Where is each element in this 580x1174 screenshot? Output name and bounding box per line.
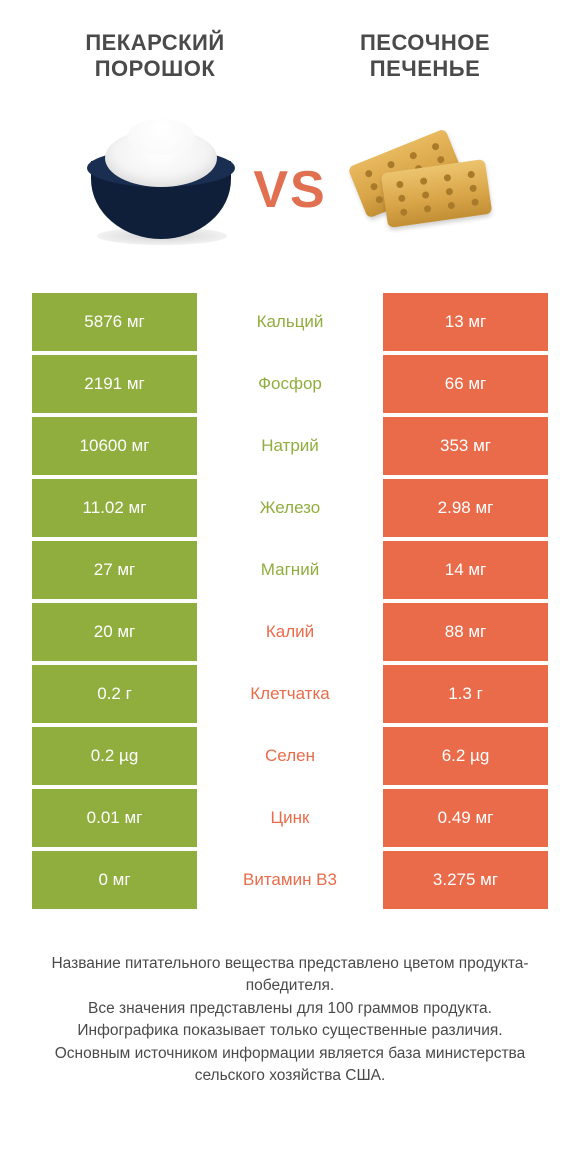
right-value-cell: 0.49 мг: [383, 789, 548, 847]
nutrient-label: Калий: [197, 603, 383, 661]
left-value-cell: 0.01 мг: [32, 789, 197, 847]
right-value-cell: 3.275 мг: [383, 851, 548, 909]
table-row: 5876 мгКальций13 мг: [32, 293, 548, 351]
shortbread-icon: [340, 118, 500, 248]
left-value-cell: 0 мг: [32, 851, 197, 909]
table-row: 0 мгВитамин B33.275 мг: [32, 851, 548, 909]
table-row: 10600 мгНатрий353 мг: [32, 417, 548, 475]
right-value-cell: 2.98 мг: [383, 479, 548, 537]
table-row: 2191 мгФосфор66 мг: [32, 355, 548, 413]
left-value-cell: 2191 мг: [32, 355, 197, 413]
right-value-cell: 13 мг: [383, 293, 548, 351]
nutrient-label: Магний: [197, 541, 383, 599]
baking-powder-icon: [83, 123, 238, 243]
right-product-col: ПЕСОЧНОЕ ПЕЧЕНЬЕ: [290, 30, 560, 83]
left-value-cell: 27 мг: [32, 541, 197, 599]
left-product-title: ПЕКАРСКИЙ ПОРОШОК: [20, 30, 290, 83]
footer-line: Все значения представлены для 100 граммо…: [40, 998, 540, 1020]
right-value-cell: 353 мг: [383, 417, 548, 475]
nutrient-label: Цинк: [197, 789, 383, 847]
table-row: 0.01 мгЦинк0.49 мг: [32, 789, 548, 847]
right-value-cell: 14 мг: [383, 541, 548, 599]
nutrient-label: Кальций: [197, 293, 383, 351]
table-row: 0.2 гКлетчатка1.3 г: [32, 665, 548, 723]
left-product-col: ПЕКАРСКИЙ ПОРОШОК: [20, 30, 290, 83]
left-value-cell: 5876 мг: [32, 293, 197, 351]
nutrient-label: Фосфор: [197, 355, 383, 413]
nutrient-label: Витамин B3: [197, 851, 383, 909]
vs-label: VS: [253, 160, 326, 220]
left-value-cell: 0.2 µg: [32, 727, 197, 785]
footer-notes: Название питательного вещества представл…: [0, 913, 580, 1088]
right-product-title: ПЕСОЧНОЕ ПЕЧЕНЬЕ: [290, 30, 560, 83]
right-value-cell: 88 мг: [383, 603, 548, 661]
nutrient-label: Натрий: [197, 417, 383, 475]
left-product-image: [75, 108, 245, 258]
right-product-image: [335, 108, 505, 258]
footer-line: Название питательного вещества представл…: [40, 953, 540, 998]
table-row: 27 мгМагний14 мг: [32, 541, 548, 599]
left-value-cell: 11.02 мг: [32, 479, 197, 537]
right-value-cell: 6.2 µg: [383, 727, 548, 785]
left-value-cell: 20 мг: [32, 603, 197, 661]
footer-line: Основным источником информации является …: [40, 1043, 540, 1088]
table-row: 11.02 мгЖелезо2.98 мг: [32, 479, 548, 537]
comparison-table: 5876 мгКальций13 мг2191 мгФосфор66 мг106…: [0, 293, 580, 909]
nutrient-label: Клетчатка: [197, 665, 383, 723]
right-value-cell: 1.3 г: [383, 665, 548, 723]
left-value-cell: 0.2 г: [32, 665, 197, 723]
table-row: 20 мгКалий88 мг: [32, 603, 548, 661]
left-value-cell: 10600 мг: [32, 417, 197, 475]
nutrient-label: Селен: [197, 727, 383, 785]
table-row: 0.2 µgСелен6.2 µg: [32, 727, 548, 785]
images-row: VS: [0, 93, 580, 293]
header: ПЕКАРСКИЙ ПОРОШОК ПЕСОЧНОЕ ПЕЧЕНЬЕ: [0, 0, 580, 93]
right-value-cell: 66 мг: [383, 355, 548, 413]
footer-line: Инфографика показывает только существенн…: [40, 1020, 540, 1042]
nutrient-label: Железо: [197, 479, 383, 537]
